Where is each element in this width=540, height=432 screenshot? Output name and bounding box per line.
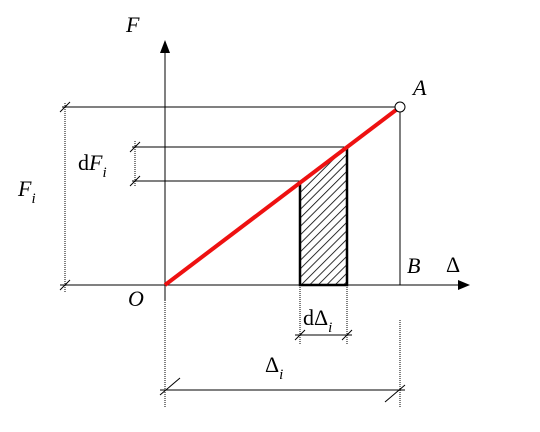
label-fi: Fi [17, 176, 36, 207]
label-a: A [411, 75, 427, 100]
label-dfi: dFi [78, 150, 107, 181]
load-line [163, 108, 398, 287]
label-text: A [411, 75, 427, 100]
x-arrow [458, 280, 470, 290]
label-f: F [125, 12, 140, 37]
label-b: B [407, 253, 420, 278]
dimension-tick [59, 101, 71, 113]
label-sub: i [279, 367, 283, 383]
dimension-tick [159, 377, 181, 396]
label-sub: i [102, 165, 106, 181]
label-text: Δ [265, 352, 279, 377]
label-prefix: d [303, 305, 314, 330]
label-text: F [17, 176, 32, 201]
label-delta: Δ [446, 252, 460, 277]
label-text: Δ [446, 252, 460, 277]
label-sub: i [328, 320, 332, 336]
dimension-tick [129, 175, 141, 187]
label-text: B [407, 253, 420, 278]
dimension-tick [341, 329, 353, 341]
point-a-marker [394, 101, 406, 113]
hatched-strip [298, 144, 349, 287]
label-text: F [88, 150, 103, 175]
label-delta-i: Δi [265, 352, 283, 383]
label-text: F [125, 12, 140, 37]
label-o: O [128, 286, 144, 311]
dimension-tick [59, 279, 71, 291]
dimension-tick [129, 141, 141, 153]
label-text: Δ [314, 305, 328, 330]
label-prefix: d [78, 150, 89, 175]
dimension-tick [384, 384, 406, 403]
label-ddelta: dΔi [303, 305, 332, 336]
label-text: O [128, 286, 144, 311]
y-arrow [160, 40, 170, 53]
dimension-tick [294, 329, 306, 341]
label-sub: i [31, 191, 35, 207]
